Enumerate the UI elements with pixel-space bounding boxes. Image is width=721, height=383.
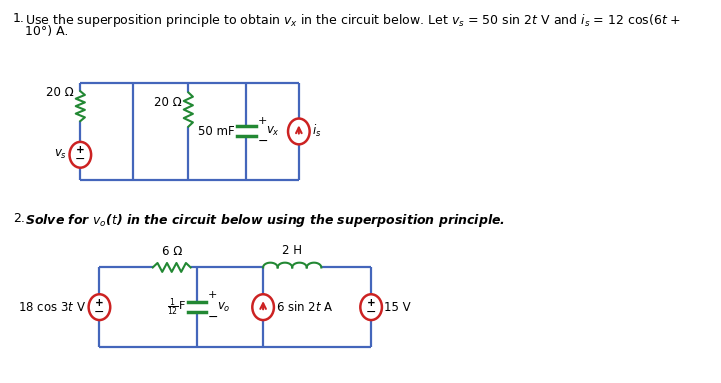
Text: 50 mF: 50 mF	[198, 125, 235, 138]
Text: +: +	[95, 298, 104, 308]
Text: −: −	[208, 311, 218, 324]
Text: 20 Ω: 20 Ω	[154, 96, 182, 109]
Text: $v_x$: $v_x$	[267, 125, 280, 138]
Text: −: −	[366, 306, 376, 319]
Text: 20 Ω: 20 Ω	[46, 86, 74, 99]
Text: $\frac{1}{12}$F: $\frac{1}{12}$F	[167, 296, 186, 318]
Text: 18 cos 3$t$ V: 18 cos 3$t$ V	[18, 301, 86, 314]
Text: +: +	[367, 298, 376, 308]
Text: +: +	[76, 145, 84, 155]
Text: 10°) A.: 10°) A.	[25, 25, 68, 38]
Text: Use the superposition principle to obtain $v_x$ in the circuit below. Let $v_s$ : Use the superposition principle to obtai…	[25, 12, 681, 29]
Text: 15 V: 15 V	[384, 301, 411, 314]
Text: $v_o$: $v_o$	[216, 301, 230, 314]
Text: +: +	[257, 116, 267, 126]
Text: 1.: 1.	[13, 12, 25, 25]
Text: −: −	[94, 306, 105, 319]
Text: $v_s$: $v_s$	[54, 148, 67, 161]
Text: $i_s$: $i_s$	[312, 123, 322, 139]
Text: 6 Ω: 6 Ω	[162, 244, 182, 257]
Text: +: +	[208, 290, 217, 300]
Text: Solve for $v_o$($t$) in the circuit below using the superposition principle.: Solve for $v_o$($t$) in the circuit belo…	[25, 212, 505, 229]
Text: 2.: 2.	[13, 212, 25, 225]
Text: −: −	[257, 135, 267, 148]
Text: 6 sin 2$t$ A: 6 sin 2$t$ A	[276, 300, 334, 314]
Text: 2 H: 2 H	[282, 244, 302, 257]
Text: −: −	[75, 153, 86, 166]
